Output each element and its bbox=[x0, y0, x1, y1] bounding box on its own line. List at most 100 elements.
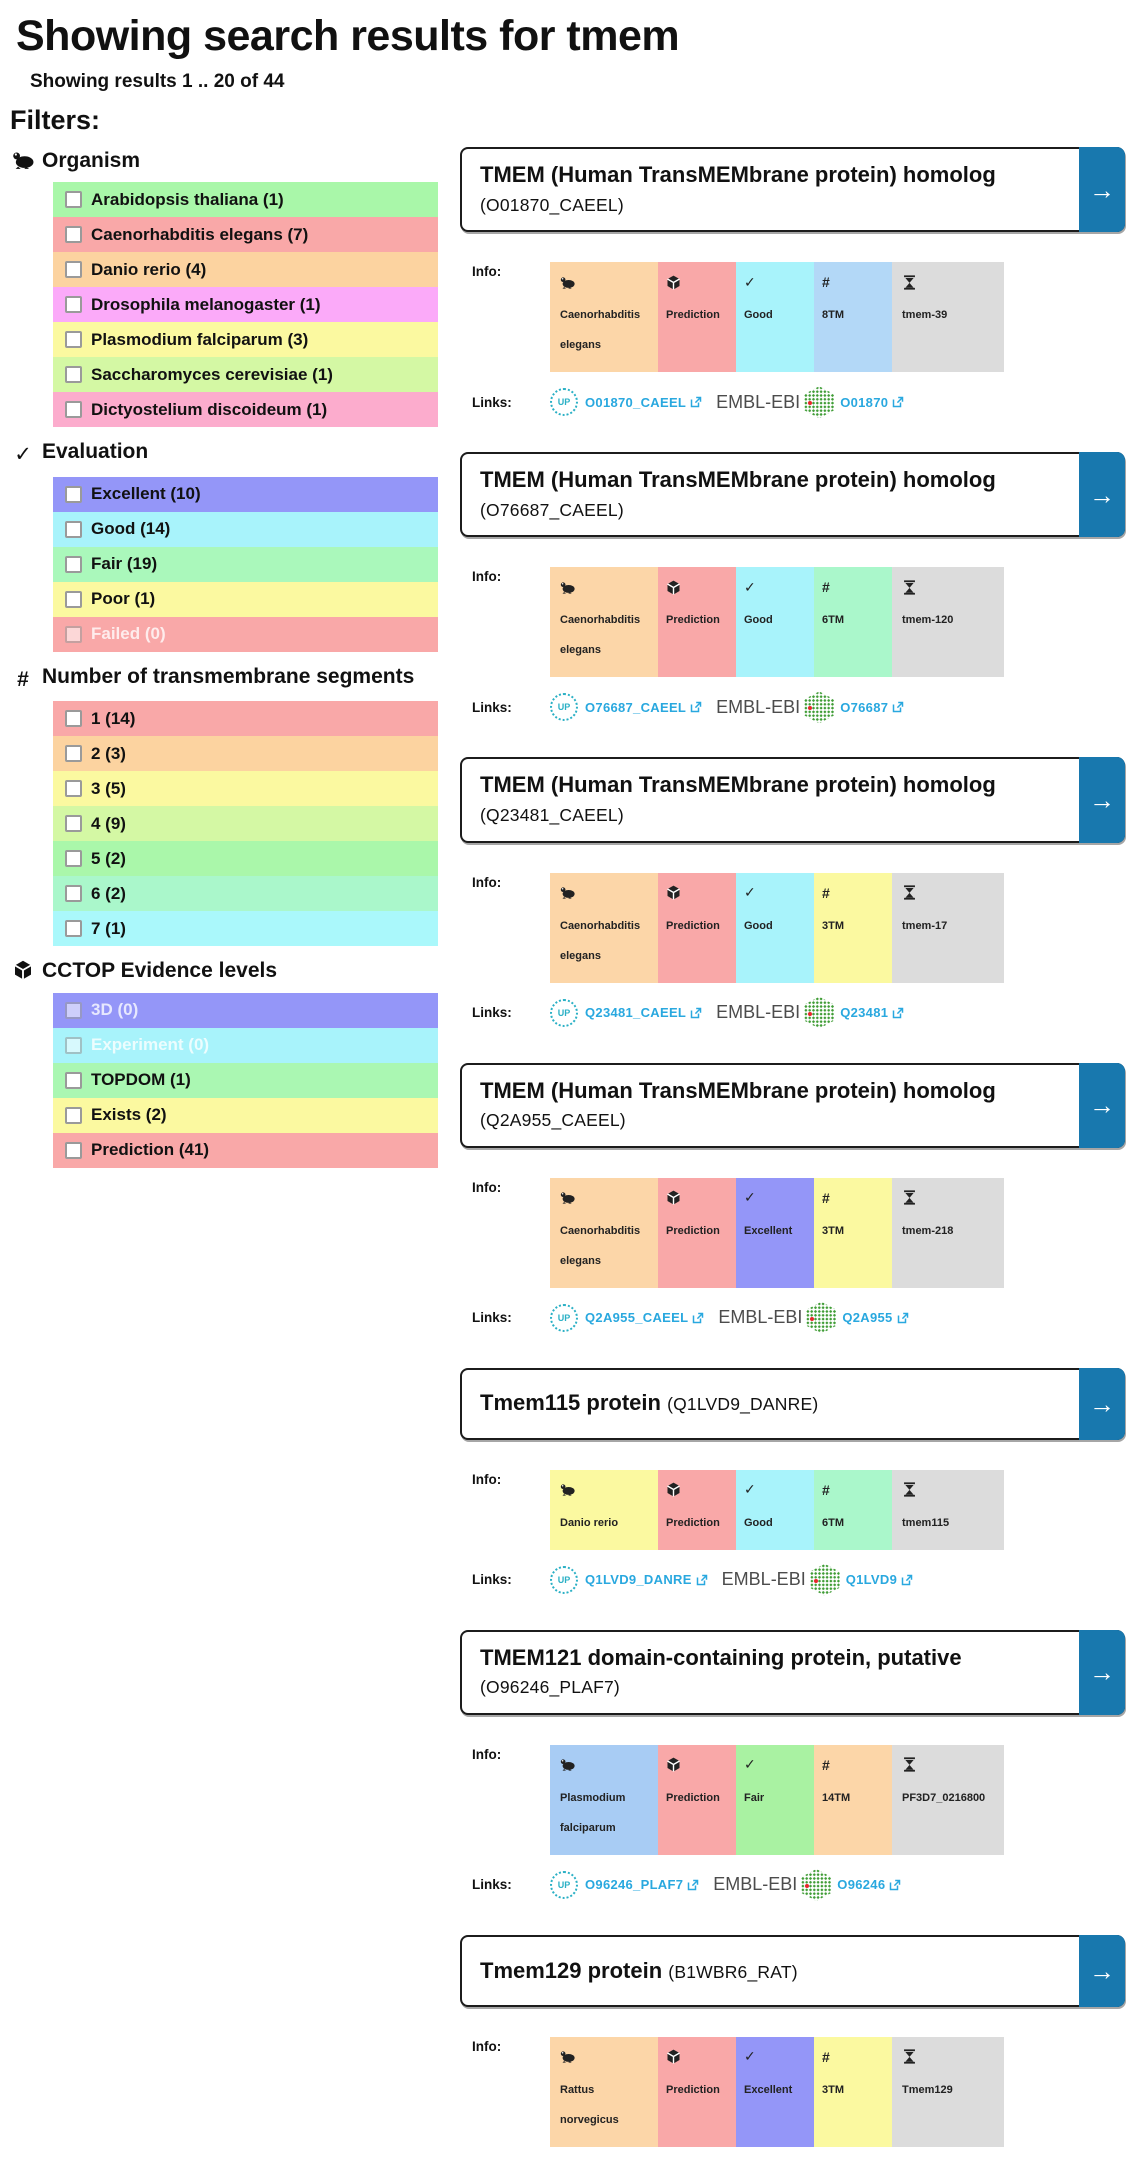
uniprot-link[interactable]: Q1LVD9_DANRE bbox=[585, 1572, 708, 1587]
external-link-icon bbox=[687, 1879, 699, 1891]
checkbox[interactable] bbox=[65, 745, 82, 763]
filter-option-label: 4 (9) bbox=[91, 813, 126, 833]
checkbox[interactable] bbox=[65, 780, 82, 798]
open-result-button[interactable]: → bbox=[1079, 1629, 1125, 1715]
filter-option-label: 2 (3) bbox=[91, 743, 126, 763]
embl-ebi-icon bbox=[804, 996, 835, 1029]
filter-option[interactable]: 7 (1) bbox=[53, 911, 438, 947]
checkbox[interactable] bbox=[65, 1141, 82, 1159]
checkbox[interactable] bbox=[65, 401, 82, 419]
filter-option[interactable]: Dictyostelium discoideum (1) bbox=[53, 392, 438, 428]
checkbox[interactable] bbox=[65, 590, 82, 608]
filter-option[interactable]: Fair (19) bbox=[53, 546, 438, 582]
checkbox[interactable] bbox=[65, 1001, 82, 1019]
result-card: TMEM121 domain-containing protein, putat… bbox=[460, 1629, 1125, 1901]
links-row: Links: UP Q2A955_CAEEL EMBL-EBI Q2A955 bbox=[460, 1301, 1125, 1334]
filter-option[interactable]: Arabidopsis thaliana (1) bbox=[53, 182, 438, 218]
embl-link[interactable]: O01870 bbox=[840, 395, 904, 410]
open-result-button[interactable]: → bbox=[1079, 452, 1125, 538]
filter-option[interactable]: Plasmodium falciparum (3) bbox=[53, 322, 438, 358]
filter-option-label: Caenorhabditis elegans (7) bbox=[91, 224, 309, 244]
embl-link[interactable]: O96246 bbox=[837, 1877, 901, 1892]
info-chip-frog: Rattus norvegicus bbox=[550, 2036, 658, 2147]
links-label: Links: bbox=[472, 699, 512, 715]
filter-option[interactable]: Experiment (0) bbox=[53, 1027, 438, 1063]
checkbox[interactable] bbox=[65, 625, 82, 643]
filter-option[interactable]: Poor (1) bbox=[53, 581, 438, 617]
checkbox[interactable] bbox=[65, 710, 82, 728]
filter-option[interactable]: Prediction (41) bbox=[53, 1132, 438, 1168]
checkbox[interactable] bbox=[65, 226, 82, 244]
filter-option[interactable]: 6 (2) bbox=[53, 876, 438, 912]
embl-link[interactable]: O76687 bbox=[840, 700, 904, 715]
filter-option[interactable]: Danio rerio (4) bbox=[53, 252, 438, 288]
checkbox[interactable] bbox=[65, 920, 82, 938]
filter-option-label: Experiment (0) bbox=[91, 1035, 210, 1055]
checkbox[interactable] bbox=[65, 520, 82, 538]
hash-icon: # bbox=[822, 1756, 830, 1773]
filter-option[interactable]: Good (14) bbox=[53, 511, 438, 547]
info-chip-cube: Prediction bbox=[658, 1744, 736, 1855]
uniprot-link[interactable]: Q23481_CAEEL bbox=[585, 1005, 702, 1020]
checkbox[interactable] bbox=[65, 885, 82, 903]
evaluation-filter-list: Excellent (10) Good (14) Fair (19) Poor … bbox=[53, 476, 438, 652]
checkbox[interactable] bbox=[65, 296, 82, 314]
info-chip-frog: Plasmodium falciparum bbox=[550, 1744, 658, 1855]
filter-option[interactable]: 4 (9) bbox=[53, 806, 438, 842]
embl-link[interactable]: Q1LVD9 bbox=[846, 1572, 913, 1587]
filter-section-organism: Organism Arabidopsis thaliana (1) Caenor… bbox=[10, 146, 460, 428]
filter-option[interactable]: Caenorhabditis elegans (7) bbox=[53, 217, 438, 253]
open-result-button[interactable]: → bbox=[1079, 1367, 1125, 1440]
checkbox[interactable] bbox=[65, 555, 82, 573]
result-title: Tmem129 protein (B1WBR6_RAT) bbox=[480, 1957, 798, 1983]
open-result-button[interactable]: → bbox=[1079, 757, 1125, 843]
checkbox[interactable] bbox=[65, 815, 82, 833]
checkbox[interactable] bbox=[65, 485, 82, 503]
external-link-icon bbox=[892, 396, 904, 408]
open-result-button[interactable]: → bbox=[1079, 147, 1125, 233]
result-header: TMEM (Human TransMEMbrane protein) homol… bbox=[460, 452, 1125, 538]
uniprot-link[interactable]: O96246_PLAF7 bbox=[585, 1877, 699, 1892]
embl-link[interactable]: Q2A955 bbox=[842, 1310, 908, 1325]
filter-option[interactable]: 2 (3) bbox=[53, 736, 438, 772]
hourglass-icon bbox=[902, 885, 994, 901]
evidence-section-heading: CCTOP Evidence levels bbox=[10, 956, 460, 986]
uniprot-link[interactable]: O76687_CAEEL bbox=[585, 700, 702, 715]
embl-link[interactable]: Q23481 bbox=[840, 1005, 904, 1020]
filter-option[interactable]: Excellent (10) bbox=[53, 476, 438, 512]
checkbox[interactable] bbox=[65, 1071, 82, 1089]
open-result-button[interactable]: → bbox=[1079, 1062, 1125, 1148]
filter-option[interactable]: Failed (0) bbox=[53, 616, 438, 652]
filter-option[interactable]: 3 (5) bbox=[53, 771, 438, 807]
embl-ebi-label: EMBL-EBI bbox=[716, 391, 801, 412]
checkbox[interactable] bbox=[65, 261, 82, 279]
checkbox[interactable] bbox=[65, 1106, 82, 1124]
hourglass-icon bbox=[902, 1757, 994, 1773]
check-icon: ✓ bbox=[744, 273, 756, 290]
checkbox[interactable] bbox=[65, 331, 82, 349]
evidence-filter-list: 3D (0) Experiment (0) TOPDOM (1) Exists … bbox=[53, 992, 438, 1168]
checkbox[interactable] bbox=[65, 191, 82, 209]
section-title: CCTOP Evidence levels bbox=[42, 959, 278, 983]
filter-option[interactable]: 3D (0) bbox=[53, 992, 438, 1028]
links-row: Links: UP O76687_CAEEL EMBL-EBI O76687 bbox=[460, 691, 1125, 724]
filter-option[interactable]: 5 (2) bbox=[53, 841, 438, 877]
uniprot-link[interactable]: O01870_CAEEL bbox=[585, 395, 702, 410]
filter-option[interactable]: Drosophila melanogaster (1) bbox=[53, 287, 438, 323]
info-chip-check: ✓ Excellent bbox=[736, 2036, 814, 2147]
filter-option[interactable]: Exists (2) bbox=[53, 1097, 438, 1133]
external-link-icon bbox=[696, 1574, 708, 1586]
uniprot-link[interactable]: Q2A955_CAEEL bbox=[585, 1310, 704, 1325]
filter-option[interactable]: 1 (14) bbox=[53, 701, 438, 737]
hash-icon: # bbox=[822, 274, 830, 291]
filter-option[interactable]: TOPDOM (1) bbox=[53, 1062, 438, 1098]
filter-option[interactable]: Saccharomyces cerevisiae (1) bbox=[53, 357, 438, 393]
info-row: Info: Caenorhabditis elegans Prediction ✓ G… bbox=[460, 262, 1125, 373]
open-result-button[interactable]: → bbox=[1079, 1934, 1125, 2007]
embl-ebi-icon bbox=[806, 1301, 837, 1334]
info-chip-hash: #14TM bbox=[814, 1744, 892, 1855]
checkbox[interactable] bbox=[65, 366, 82, 384]
checkbox[interactable] bbox=[65, 1036, 82, 1054]
checkbox[interactable] bbox=[65, 850, 82, 868]
